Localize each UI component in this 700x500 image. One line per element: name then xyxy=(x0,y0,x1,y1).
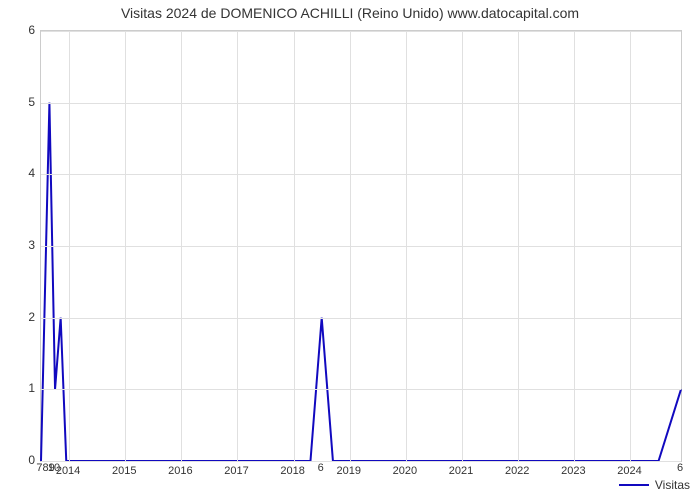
chart-container: Visitas 2024 de DOMENICO ACHILLI (Reino … xyxy=(0,0,700,500)
data-point-label: 6 xyxy=(318,462,324,474)
data-point-label: 10 xyxy=(48,462,60,474)
y-tick-label: 3 xyxy=(5,238,35,252)
y-tick-label: 1 xyxy=(5,381,35,395)
chart-title: Visitas 2024 de DOMENICO ACHILLI (Reino … xyxy=(0,5,700,21)
y-tick-label: 0 xyxy=(5,453,35,467)
grid-line-h xyxy=(41,246,681,247)
x-tick-label: 2016 xyxy=(168,465,192,477)
grid-line-h xyxy=(41,174,681,175)
grid-line-v xyxy=(406,31,407,461)
legend-swatch xyxy=(619,484,649,486)
x-tick-label: 2021 xyxy=(449,465,473,477)
y-tick-label: 2 xyxy=(5,310,35,324)
x-tick-label: 2022 xyxy=(505,465,529,477)
grid-line-v xyxy=(181,31,182,461)
grid-line-v xyxy=(125,31,126,461)
grid-line-v xyxy=(574,31,575,461)
series-line xyxy=(41,103,681,461)
grid-line-h xyxy=(41,103,681,104)
grid-line-h xyxy=(41,389,681,390)
grid-line-h xyxy=(41,31,681,32)
y-tick-label: 4 xyxy=(5,166,35,180)
grid-line-h xyxy=(41,461,681,462)
grid-line-h xyxy=(41,318,681,319)
y-tick-label: 5 xyxy=(5,95,35,109)
plot-area xyxy=(40,30,682,462)
data-point-label: 6 xyxy=(677,462,683,474)
grid-line-v xyxy=(462,31,463,461)
legend-label: Visitas xyxy=(655,478,690,492)
y-tick-label: 6 xyxy=(5,23,35,37)
x-tick-label: 2023 xyxy=(561,465,585,477)
grid-line-v xyxy=(69,31,70,461)
legend: Visitas xyxy=(619,478,690,492)
grid-line-v xyxy=(294,31,295,461)
grid-line-v xyxy=(630,31,631,461)
x-tick-label: 2017 xyxy=(224,465,248,477)
grid-line-v xyxy=(237,31,238,461)
grid-line-v xyxy=(518,31,519,461)
x-tick-label: 2019 xyxy=(337,465,361,477)
grid-line-v xyxy=(350,31,351,461)
x-tick-label: 2020 xyxy=(393,465,417,477)
x-tick-label: 2015 xyxy=(112,465,136,477)
x-tick-label: 2018 xyxy=(280,465,304,477)
x-tick-label: 2024 xyxy=(617,465,641,477)
